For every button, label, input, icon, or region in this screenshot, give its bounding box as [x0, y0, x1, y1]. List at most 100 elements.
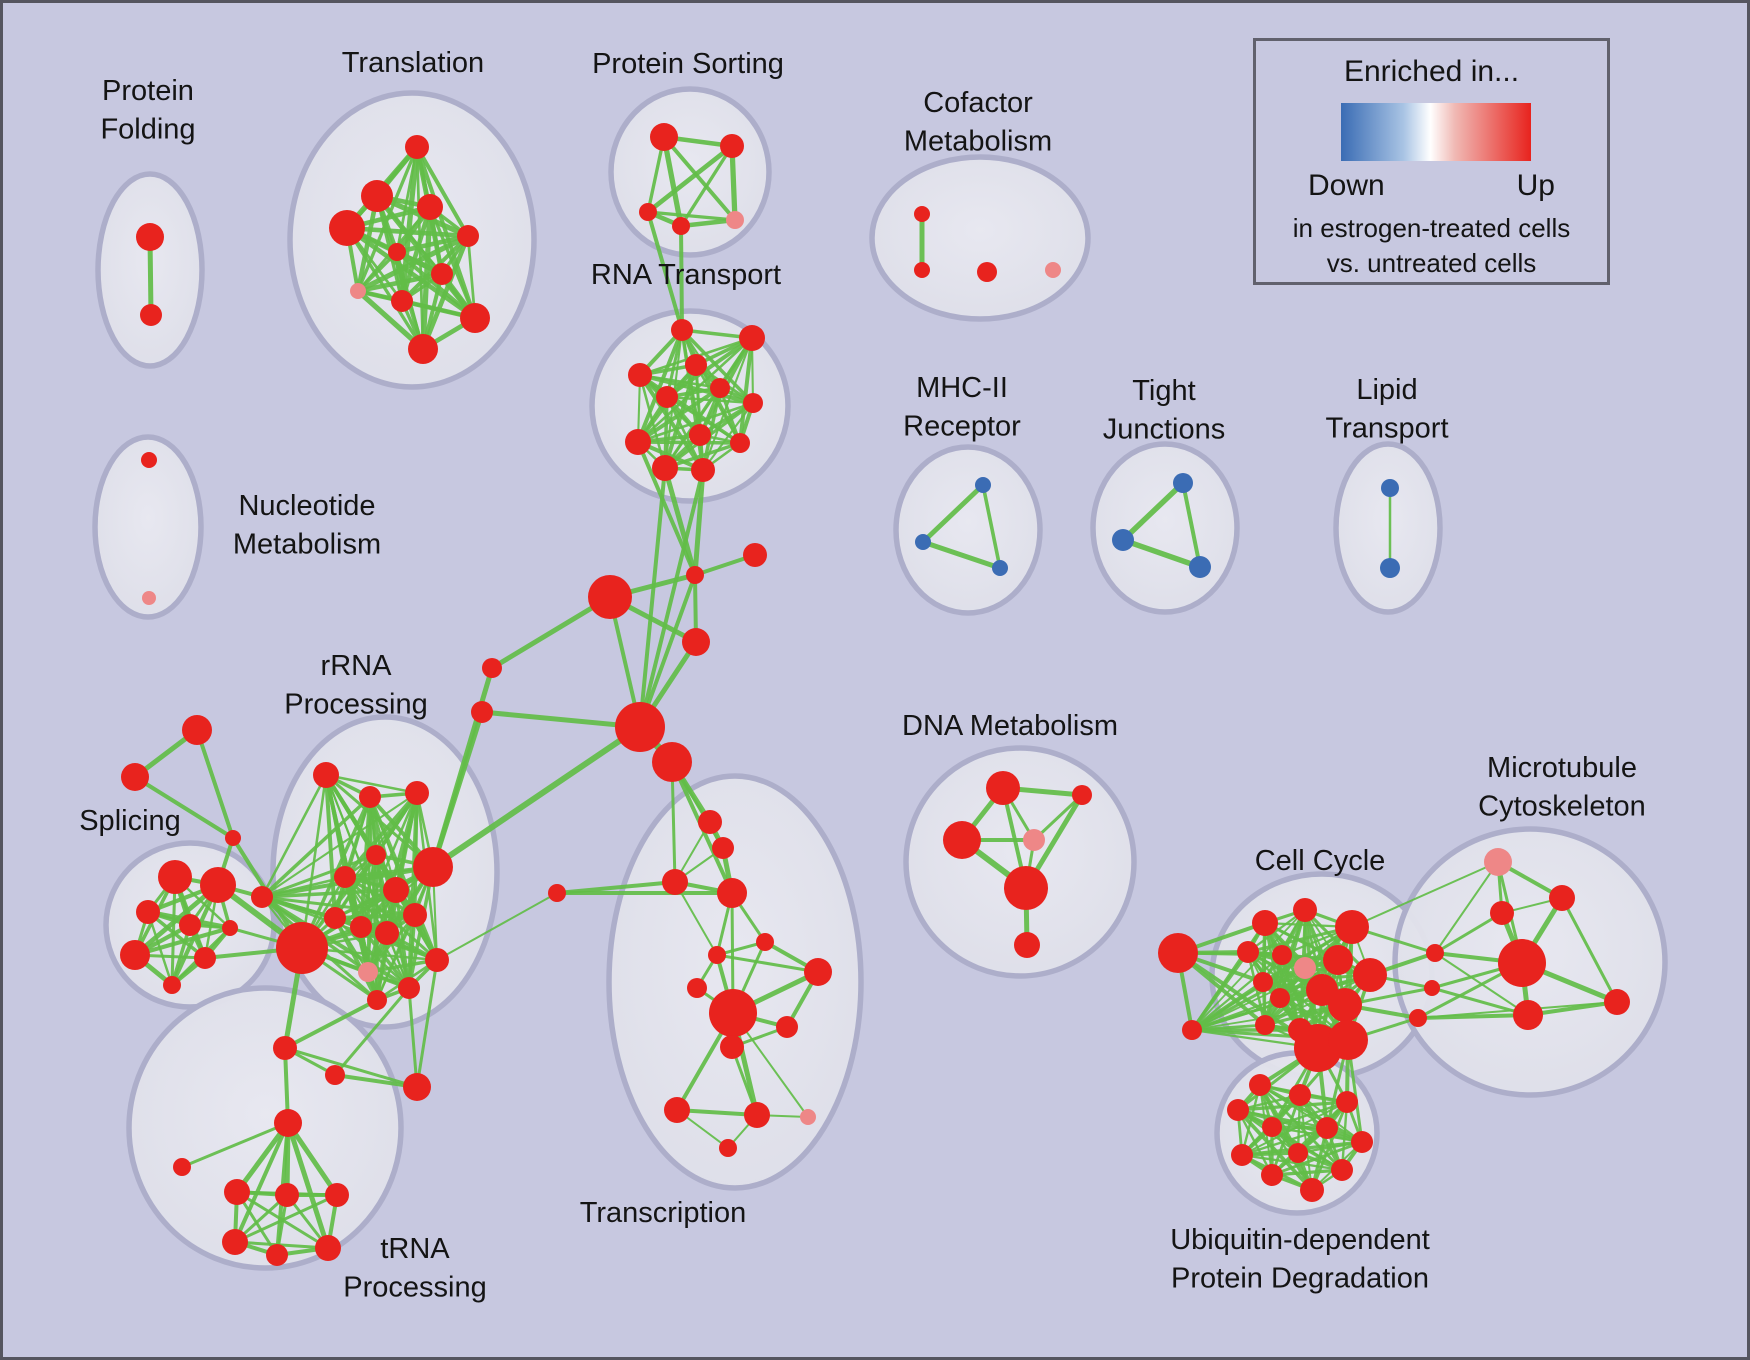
node-ps0: [650, 123, 678, 151]
edge-rt3-rt6: [638, 373, 755, 405]
cluster-tight_junctions-ellipse: [1090, 441, 1240, 615]
edge-mt1-mt4: [1560, 896, 1619, 1004]
label-lipid-transport: Lipid Transport: [1325, 374, 1448, 444]
edge-mt0-e2: [1351, 861, 1499, 928]
label-trna-processing: tRNA Processing: [343, 1233, 486, 1303]
node-rt10: [652, 455, 678, 481]
edge-u3-u2: [180, 1121, 290, 1169]
label-rna-transport-line1: RNA Transport: [591, 259, 781, 291]
edge-v6-v10: [1270, 1140, 1364, 1177]
label-transcription: Transcription: [580, 1197, 747, 1229]
node-d0: [986, 771, 1020, 805]
edge-s4-s5: [132, 925, 233, 958]
node-mt2: [1490, 901, 1514, 925]
node-v6: [1351, 1131, 1373, 1153]
node-ps1: [720, 134, 744, 158]
edge-rt5-rt8: [636, 386, 722, 444]
edge-u2-u6: [285, 1120, 340, 1198]
legend-subtitle-line1: in estrogen-treated cells: [1292, 213, 1571, 243]
edge-v9-v10: [1270, 1168, 1344, 1177]
node-tj1: [1112, 529, 1134, 551]
node-mt0: [1484, 848, 1512, 876]
node-d3: [1023, 829, 1045, 851]
node-q14: [425, 948, 449, 972]
edge-ps1-ps2: [645, 143, 735, 215]
edge-rt6-rt11: [701, 401, 755, 472]
node-rt11: [691, 458, 715, 482]
node-cf0: [914, 206, 930, 222]
legend-down-label: Down: [1308, 169, 1385, 202]
label-ubiquitin-line2: Protein Degradation: [1171, 1262, 1429, 1294]
node-ps2: [639, 203, 657, 221]
label-lipid-transport-line1: Lipid: [1356, 374, 1417, 406]
node-rt7: [689, 424, 711, 446]
node-u4: [224, 1179, 250, 1205]
edge-tc12-tc13: [675, 1108, 759, 1117]
edge-t2-t9: [428, 205, 477, 320]
node-d5: [1014, 932, 1040, 958]
node-v0: [1249, 1074, 1271, 1096]
node-cf3: [1045, 262, 1061, 278]
edge-mt0-cn0: [1434, 861, 1499, 954]
node-pf1: [140, 304, 162, 326]
node-w1: [471, 701, 493, 723]
edge-e10-e16: [1190, 988, 1324, 1032]
edge-cn0-mt2: [1433, 911, 1504, 955]
node-lp0: [1381, 479, 1399, 497]
edge-t4-t5: [394, 233, 471, 255]
node-tc14: [800, 1109, 816, 1125]
node-v7: [1231, 1144, 1253, 1166]
node-u1: [325, 1065, 345, 1085]
node-nm1: [142, 591, 156, 605]
edge-rt3-rt11: [638, 373, 705, 472]
edge-q0-q2: [324, 773, 419, 795]
label-lipid-transport-line2: Transport: [1325, 412, 1448, 444]
node-t4: [457, 225, 479, 247]
node-rt9: [730, 433, 750, 453]
edge-v7-v9: [1240, 1153, 1344, 1172]
edge-ps3-rt0: [679, 224, 684, 332]
edge-rt10-b0: [662, 465, 698, 578]
node-tc15: [719, 1139, 737, 1157]
edge-tc0-tc3: [670, 760, 677, 884]
node-u7: [222, 1229, 248, 1255]
edge-rt4-rt6: [665, 395, 755, 405]
node-tc3: [662, 869, 688, 895]
node-b2: [743, 543, 767, 567]
label-cell-cycle-line1: Cell Cycle: [1255, 845, 1386, 877]
label-mhc-ii-receptor-line1: MHC-II: [916, 372, 1008, 404]
node-tc8: [687, 978, 707, 998]
cluster-mhc_ii_receptor-ellipse: [893, 444, 1043, 616]
edge-ps3-ps4: [678, 217, 738, 229]
edge-q11-q15: [407, 913, 417, 990]
node-e0: [1252, 910, 1278, 936]
edge-q4-w1: [430, 709, 485, 870]
label-protein-folding-line1: Protein: [102, 75, 194, 107]
node-t2: [417, 194, 443, 220]
node-s0: [158, 860, 192, 894]
node-t0: [405, 135, 429, 159]
node-t5: [388, 243, 406, 261]
node-d4: [1004, 866, 1048, 910]
node-mt1: [1549, 885, 1575, 911]
node-e6: [1323, 945, 1353, 975]
cluster-labels: Protein Folding Translation Protein Sorting…: [79, 47, 1646, 1303]
legend-subtitle-line2: vs. untreated cells: [1326, 248, 1537, 278]
edge-g0-q15: [407, 986, 419, 1089]
edge-t5-t9: [395, 250, 477, 320]
node-q6: [383, 877, 409, 903]
edge-e8-e16: [1190, 980, 1265, 1032]
node-rt5: [710, 378, 730, 398]
node-tc0: [652, 742, 692, 782]
node-s6: [194, 947, 216, 969]
node-q5: [334, 866, 356, 888]
edge-rt9-rt10: [663, 441, 742, 470]
label-translation: Translation: [342, 47, 484, 79]
node-e3: [1237, 941, 1259, 963]
node-d1: [943, 821, 981, 859]
node-q3: [366, 845, 386, 865]
edge-q8-q11: [333, 913, 417, 920]
label-dna-metabolism: DNA Metabolism: [902, 710, 1118, 742]
node-v5: [1316, 1117, 1338, 1139]
